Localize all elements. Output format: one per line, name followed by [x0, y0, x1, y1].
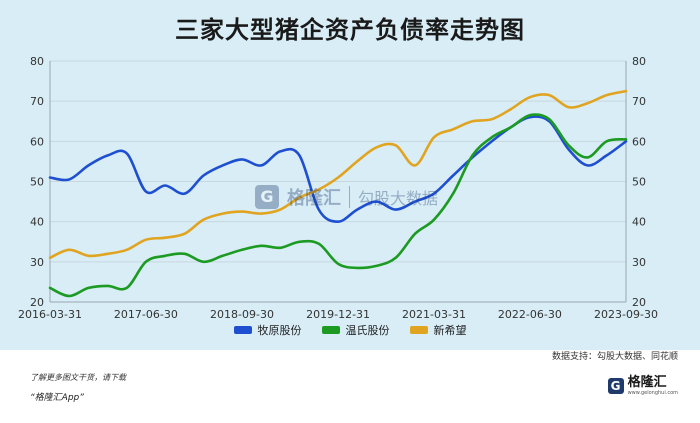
legend-swatch-muyuan — [233, 326, 252, 334]
x-axis: 2016-03-31 2017-06-30 2018-09-30 2019-12-31… — [18, 308, 658, 321]
legend-label-wens: 温氏股份 — [345, 324, 390, 337]
y-tick-label-right: 40 — [632, 216, 646, 229]
y-tick-label-right: 70 — [632, 95, 646, 108]
x-tick-label: 2016-03-31 — [18, 308, 82, 321]
brand-name: 格隆汇 — [627, 375, 667, 390]
y-tick-label-left: 50 — [30, 176, 44, 189]
chart-title: 三家大型猪企资产负债率走势图 — [175, 16, 525, 44]
line-chart: 80 70 60 50 40 30 20 80 70 60 50 40 30 20 2016-03-31… — [18, 55, 658, 321]
gelonghui-logo-icon: G — [607, 378, 624, 394]
watermark-brand: 格隆汇 — [287, 188, 341, 209]
watermark-logo-icon: G — [255, 185, 279, 209]
x-tick-label: 2022-06-30 — [498, 308, 562, 321]
watermark-divider — [349, 186, 350, 208]
legend-label-muyuan: 牧原股份 — [257, 324, 302, 337]
y-tick-label-right: 30 — [632, 256, 646, 269]
data-source: 数据支持：勾股大数据、同花顺 — [551, 352, 678, 362]
legend: 牧原股份 温氏股份 新希望 — [0, 322, 700, 338]
y-tick-label-left: 70 — [30, 95, 44, 108]
legend-swatch-newhope — [409, 326, 428, 334]
chart-panel: 三家大型猪企资产负债率走势图 80 70 60 50 40 30 20 80 70 60 50 40… — [0, 0, 700, 350]
footer-app-name: “格隆汇App” — [30, 393, 84, 403]
y-tick-label-right: 80 — [632, 55, 646, 68]
series-layer — [48, 89, 628, 298]
x-tick-label: 2019-12-31 — [306, 308, 370, 321]
x-tick-label: 2023-09-30 — [594, 308, 658, 321]
y-tick-label-left: 80 — [30, 55, 44, 68]
series-line-muyuan — [48, 115, 628, 223]
y-tick-label-left: 20 — [30, 296, 44, 309]
series-line-newhope — [48, 89, 628, 260]
x-tick-label: 2021-03-31 — [402, 308, 466, 321]
legend-swatch-wens — [321, 326, 340, 334]
y-tick-label-left: 40 — [30, 216, 44, 229]
footer-brand: G 格隆汇 www.gelonghui.com — [607, 375, 678, 396]
y-tick-label-right: 20 — [632, 296, 646, 309]
grid-layer — [49, 60, 627, 303]
x-tick-label: 2018-09-30 — [210, 308, 274, 321]
brand-url: www.gelonghui.com — [627, 390, 678, 396]
series-line-wens — [48, 113, 628, 298]
x-tick-label: 2017-06-30 — [114, 308, 178, 321]
legend-item-newhope: 新希望 — [409, 322, 467, 338]
legend-item-wens: 温氏股份 — [321, 322, 390, 338]
y-tick-label-right: 60 — [632, 135, 646, 148]
watermark: G 格隆汇 勾股大数据 — [255, 184, 438, 210]
right-y-axis: 80 70 60 50 40 30 20 — [632, 55, 646, 309]
y-tick-label-left: 60 — [30, 135, 44, 148]
y-tick-label-left: 30 — [30, 256, 44, 269]
legend-item-muyuan: 牧原股份 — [233, 322, 302, 338]
footer-hint: 了解更多图文干货，请下载 — [30, 373, 126, 382]
left-y-axis: 80 70 60 50 40 30 20 — [30, 55, 44, 309]
watermark-sub: 勾股大数据 — [358, 189, 439, 208]
legend-label-newhope: 新希望 — [433, 324, 467, 337]
y-tick-label-right: 50 — [632, 176, 646, 189]
